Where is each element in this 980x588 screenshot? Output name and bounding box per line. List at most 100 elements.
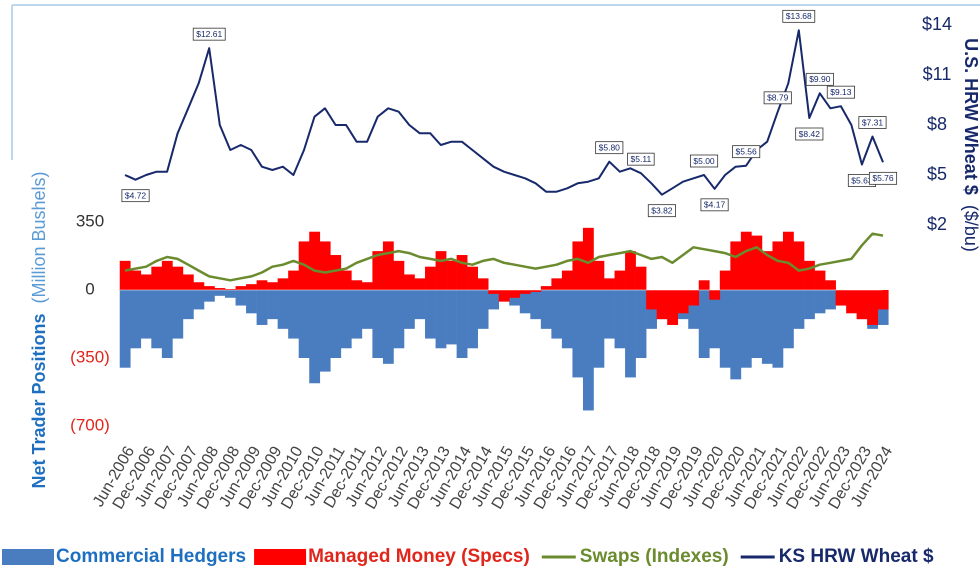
position-bar: [604, 290, 615, 339]
price-label-box: [763, 91, 792, 105]
price-label: $5.80: [595, 141, 624, 155]
legend-label: Managed Money (Specs): [308, 546, 530, 567]
position-bar: [540, 286, 552, 290]
position-bar: [530, 290, 542, 320]
price-label: $8.79: [763, 91, 792, 105]
position-bar: [351, 290, 363, 339]
price-label-text: $9.90: [809, 74, 831, 84]
position-bar: [340, 290, 352, 349]
position-bar: [288, 270, 300, 290]
position-bar: [309, 231, 321, 290]
position-bar: [572, 290, 584, 378]
price-label: $5.63: [847, 174, 876, 187]
price-label: $9.13: [826, 85, 855, 99]
position-bar: [330, 255, 342, 290]
position-bar: [130, 290, 142, 349]
position-bar: [425, 266, 436, 290]
price-label-text: $5.11: [631, 154, 652, 164]
position-bar: [425, 290, 436, 339]
price-label-box: [700, 198, 729, 212]
position-bar: [561, 270, 573, 290]
position-bar: [151, 266, 163, 290]
position-bar: [877, 290, 889, 310]
legend-swatch: [2, 549, 54, 565]
position-bar: [614, 270, 626, 290]
y2-tick-label: $5: [927, 164, 947, 184]
price-label: $5.56: [732, 145, 761, 159]
position-bar: [625, 251, 636, 290]
price-label-box: [805, 72, 834, 86]
price-label-text: $4.72: [125, 190, 147, 200]
price-label-text: $9.13: [830, 87, 852, 97]
position-bar: [119, 260, 131, 290]
position-bar: [203, 290, 215, 302]
legend-label: Swaps (Indexes): [580, 546, 729, 567]
price-label-text: $5.80: [599, 142, 621, 152]
position-bar: [572, 241, 584, 290]
position-bar: [835, 290, 847, 306]
position-bar: [161, 290, 173, 358]
price-label-text: $8.79: [767, 93, 789, 103]
position-bar: [446, 260, 457, 290]
position-bar: [414, 290, 426, 320]
price-label: $4.72: [121, 189, 150, 203]
position-bar: [256, 290, 268, 325]
y-tick-label: 350: [76, 211, 104, 230]
position-bar: [140, 290, 152, 339]
position-bar: [582, 227, 594, 290]
position-bar: [161, 260, 173, 290]
position-bar: [214, 288, 226, 290]
legend-swatch: [254, 549, 307, 565]
position-bar: [614, 290, 626, 349]
position-bar: [130, 270, 142, 290]
position-bar: [698, 290, 710, 358]
position-bar: [140, 274, 152, 290]
swaps-line: [124, 232, 884, 282]
price-label-box: [192, 27, 226, 41]
position-bar: [804, 260, 815, 290]
position-bar: [846, 290, 857, 314]
position-bar: [193, 290, 205, 310]
price-label: $4.17: [700, 198, 729, 212]
position-bar: [804, 290, 815, 320]
legend-label: Commercial Hedgers: [56, 546, 246, 567]
position-bar: [551, 278, 563, 290]
position-bar: [646, 290, 657, 310]
position-bar: [593, 260, 605, 290]
plot-area: 3500(350)(700)$14$11$8$5$2Jun-2006Dec-20…: [70, 9, 952, 512]
y2-tick-label: $14: [922, 14, 952, 34]
price-label-box: [689, 154, 719, 168]
position-bar: [119, 290, 131, 368]
price-label: $5.11: [627, 152, 655, 166]
position-bar: [730, 290, 742, 380]
price-label-text: $7.31: [862, 117, 884, 127]
y-tick-label: (700): [70, 415, 110, 434]
position-bar: [867, 290, 879, 325]
y2-tick-label: $11: [923, 64, 952, 84]
position-bar: [782, 290, 794, 349]
position-bar: [193, 282, 205, 290]
y2-axis-title-main: U.S. HRW Wheat $: [961, 38, 980, 195]
position-bar: [509, 290, 521, 298]
position-bar: [635, 290, 647, 358]
price-label: $7.31: [858, 116, 887, 129]
position-bar: [625, 290, 636, 378]
position-bar: [288, 290, 300, 339]
position-bar: [403, 274, 415, 290]
price-label: $8.42: [795, 127, 824, 141]
price-label: $13.68: [782, 9, 816, 23]
price-label: $5.00: [689, 154, 719, 168]
position-bar: [530, 290, 542, 292]
position-bar: [246, 284, 257, 290]
price-label: $12.61: [192, 27, 226, 41]
position-bar: [372, 251, 384, 290]
position-bar: [246, 290, 257, 314]
position-bar: [372, 290, 384, 358]
position-bar: [477, 290, 489, 329]
legend-label: KS HRW Wheat $: [779, 546, 934, 567]
position-bar: [267, 282, 278, 290]
position-bar: [656, 290, 668, 320]
price-label-box: [782, 9, 816, 23]
position-bar: [551, 290, 563, 339]
